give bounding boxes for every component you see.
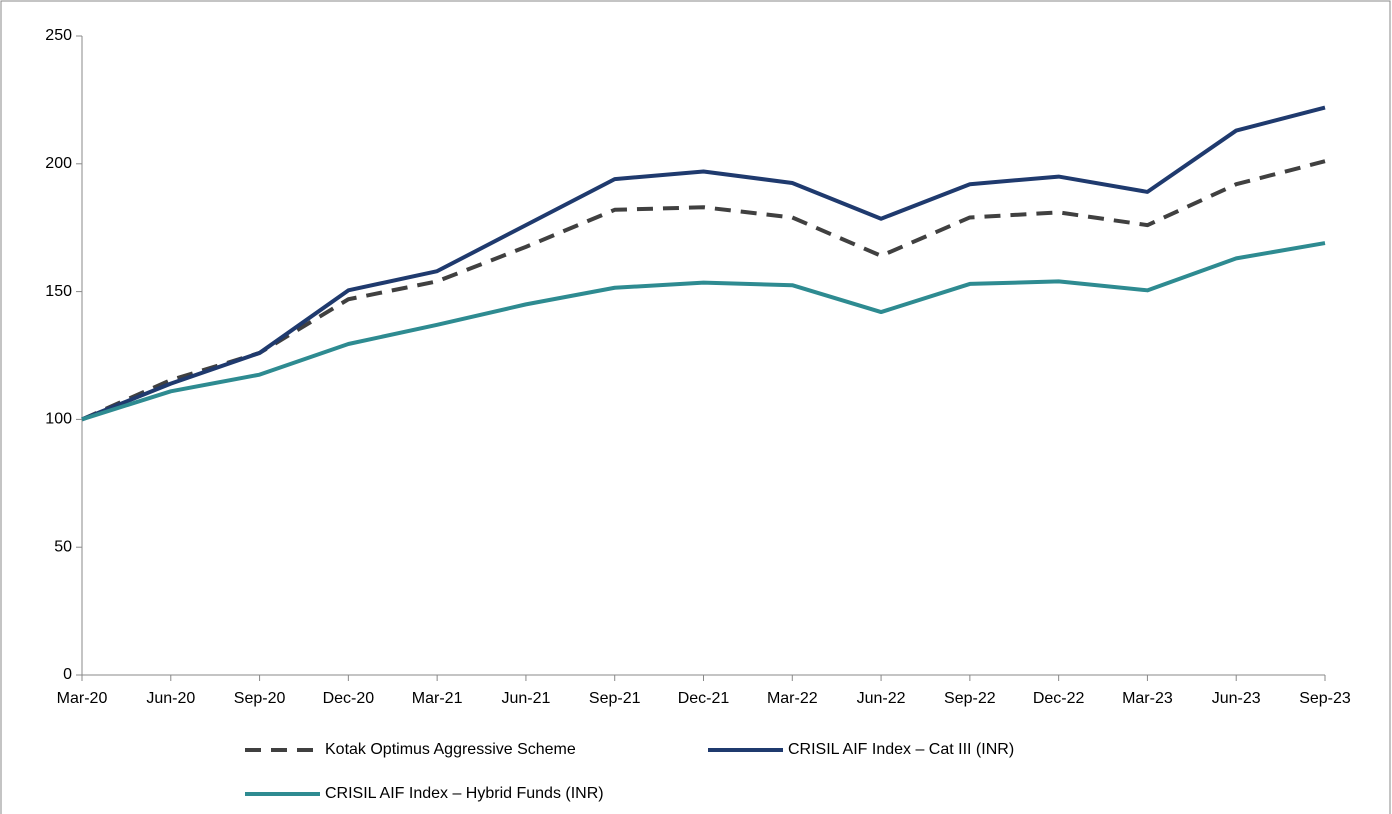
- y-tick-label: 0: [63, 666, 72, 683]
- series-line: [81, 241, 1326, 422]
- y-tick-label: 50: [54, 538, 72, 555]
- y-tick-label: 200: [45, 155, 72, 172]
- x-tick-label: Dec-21: [678, 690, 730, 707]
- y-tick-label: 100: [45, 411, 72, 428]
- legend-label: CRISIL AIF Index – Hybrid Funds (INR): [325, 785, 604, 802]
- x-tick-label: Mar-22: [767, 690, 818, 707]
- x-tick-label: Mar-23: [1122, 690, 1173, 707]
- x-tick-label: Jun-21: [501, 690, 550, 707]
- x-tick-label: Sep-20: [234, 690, 286, 707]
- x-tick-label: Sep-22: [944, 690, 996, 707]
- x-tick-label: Jun-20: [146, 690, 195, 707]
- y-tick-label: 250: [45, 27, 72, 44]
- x-tick-label: Jun-22: [857, 690, 906, 707]
- series-line: [81, 105, 1326, 422]
- x-tick-label: Sep-21: [589, 690, 641, 707]
- legend-label: Kotak Optimus Aggressive Scheme: [325, 741, 576, 758]
- x-tick-label: Dec-22: [1033, 690, 1085, 707]
- x-tick-label: Jun-23: [1212, 690, 1261, 707]
- x-tick-label: Mar-20: [57, 690, 108, 707]
- series-line: [81, 159, 1326, 422]
- legend-label: CRISIL AIF Index – Cat III (INR): [788, 741, 1014, 758]
- x-tick-label: Mar-21: [412, 690, 463, 707]
- y-tick-label: 150: [45, 283, 72, 300]
- x-tick-label: Dec-20: [323, 690, 375, 707]
- x-tick-label: Sep-23: [1299, 690, 1351, 707]
